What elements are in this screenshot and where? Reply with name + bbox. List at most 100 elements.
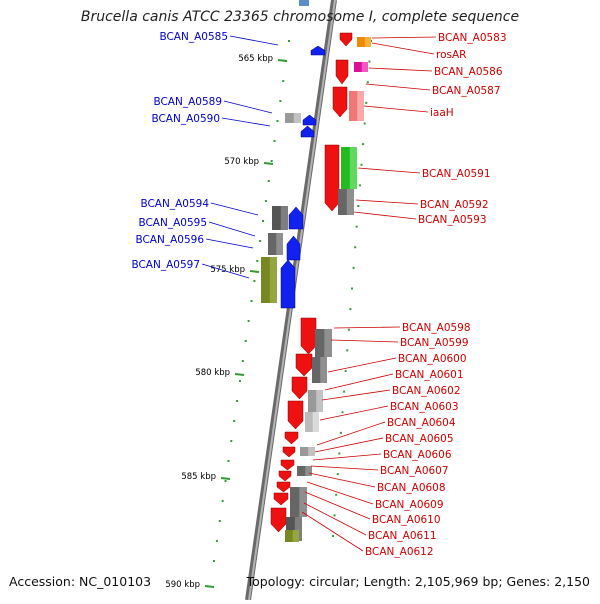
gene-arrow-down: [300, 317, 317, 355]
gene-arrow-down: [335, 59, 349, 85]
gene-block-shade: [312, 412, 319, 432]
gene-block-shade: [324, 329, 332, 357]
track-dot: [352, 266, 355, 269]
gene-block-shade: [361, 62, 368, 72]
scale-tick: [263, 162, 274, 165]
right-label-leader: [363, 105, 429, 113]
track-dot: [357, 205, 360, 207]
track-dot: [221, 500, 224, 502]
right-gene-label: BCAN_A0610: [372, 514, 441, 526]
right-gene-label: BCAN_A0591: [422, 168, 491, 180]
scale-tick-label: 590 kbp: [165, 580, 200, 590]
left-gene-labels: BCAN_A0585 BCAN_A0589 BCAN_A0590 BCAN_A0594…: [131, 31, 279, 279]
right-gene-label: BCAN_A0583: [438, 32, 507, 44]
gene-block-shade: [346, 189, 354, 215]
track-dot: [333, 514, 336, 517]
track-dot: [273, 140, 276, 142]
right-gene-label: BCAN_A0593: [418, 214, 487, 226]
accession-text: Accession: NC_010103: [9, 574, 152, 589]
right-label-leader: [308, 472, 376, 488]
right-label-leader: [368, 67, 433, 72]
track-dot: [253, 280, 256, 282]
gene-arrow-up: [286, 235, 301, 261]
track-dot: [351, 287, 353, 290]
track-dot: [224, 480, 227, 482]
scale-tick: [234, 373, 245, 376]
scale-tick-label: 570 kbp: [224, 157, 259, 167]
left-gene-label: BCAN_A0597: [131, 259, 200, 271]
gene-block-shade: [316, 390, 323, 412]
right-label-leader: [310, 465, 379, 471]
track-dot: [341, 411, 344, 414]
right-label-leader: [312, 453, 382, 461]
scale-tick-label: 585 kbp: [181, 472, 216, 482]
track-dot: [270, 160, 273, 162]
right-gene-label: BCAN_A0605: [385, 433, 454, 445]
track-dot: [244, 340, 247, 342]
track-dot: [368, 60, 371, 63]
track-dot: [227, 460, 230, 462]
left-label-leader: [223, 100, 273, 114]
left-gene-label: BCAN_A0589: [153, 96, 222, 108]
track-dot: [358, 184, 361, 187]
track-dots: [213, 40, 372, 562]
right-label-leader: [365, 83, 431, 91]
right-gene-label: BCAN_A0609: [375, 499, 444, 511]
gene-block: [272, 206, 288, 230]
gene-block-shade: [320, 357, 327, 383]
left-gene-label: BCAN_A0594: [140, 198, 209, 210]
track-dot: [332, 535, 334, 537]
scale-tick: [204, 585, 215, 588]
track-dot: [343, 390, 346, 393]
gene-block: [357, 37, 371, 47]
gene-block-shade: [294, 517, 302, 541]
gene-block: [338, 189, 354, 215]
gene-arrow-down: [287, 400, 304, 430]
right-label-leader: [314, 437, 384, 453]
left-label-leader: [201, 263, 250, 279]
track-dot: [362, 143, 365, 146]
right-gene-label: BCAN_A0586: [434, 66, 503, 78]
right-gene-label: BCAN_A0604: [387, 417, 456, 429]
gene-block-shade: [276, 233, 283, 255]
track-dot: [349, 308, 352, 311]
gene-block-shade: [349, 147, 357, 189]
gene-block: [285, 530, 299, 542]
gene-block: [268, 233, 283, 255]
track-dot: [264, 200, 267, 202]
gene-arrow-down: [324, 144, 340, 212]
gene-block-shade: [308, 447, 315, 456]
offscreen-feature: [299, 0, 309, 6]
right-label-leader: [316, 421, 386, 446]
gene-block: [349, 91, 364, 121]
gene-arrow-down: [278, 470, 292, 482]
track-dot: [215, 540, 218, 542]
right-gene-label: BCAN_A0608: [377, 482, 446, 494]
track-dot: [218, 520, 221, 522]
right-label-leader: [306, 481, 374, 505]
gene-block-shade: [357, 91, 364, 121]
track-dot: [256, 260, 259, 262]
scale-tick: [277, 59, 288, 62]
gene-block-shade: [299, 487, 307, 517]
gene-arrow-up: [288, 206, 304, 230]
gene-block-shade: [292, 530, 299, 542]
track-dot: [282, 80, 285, 82]
gene-arrow-up: [302, 114, 317, 126]
track-dot: [233, 420, 236, 422]
track-dot: [247, 320, 250, 322]
gene-block: [341, 147, 357, 189]
gene-block: [290, 487, 307, 517]
scale-tick-label: 565 kbp: [238, 54, 273, 64]
right-label-leader: [333, 326, 401, 329]
gene-arrow-up: [310, 45, 326, 56]
right-gene-label: BCAN_A0607: [380, 465, 449, 477]
gene-arrow-down: [276, 481, 291, 493]
right-gene-label: iaaH: [430, 107, 454, 119]
track-dot: [276, 120, 279, 122]
gene-block: [300, 447, 315, 456]
left-label-leader: [210, 202, 259, 216]
left-label-leader: [221, 117, 271, 127]
track-dot: [262, 220, 265, 222]
track-dot: [363, 122, 366, 125]
